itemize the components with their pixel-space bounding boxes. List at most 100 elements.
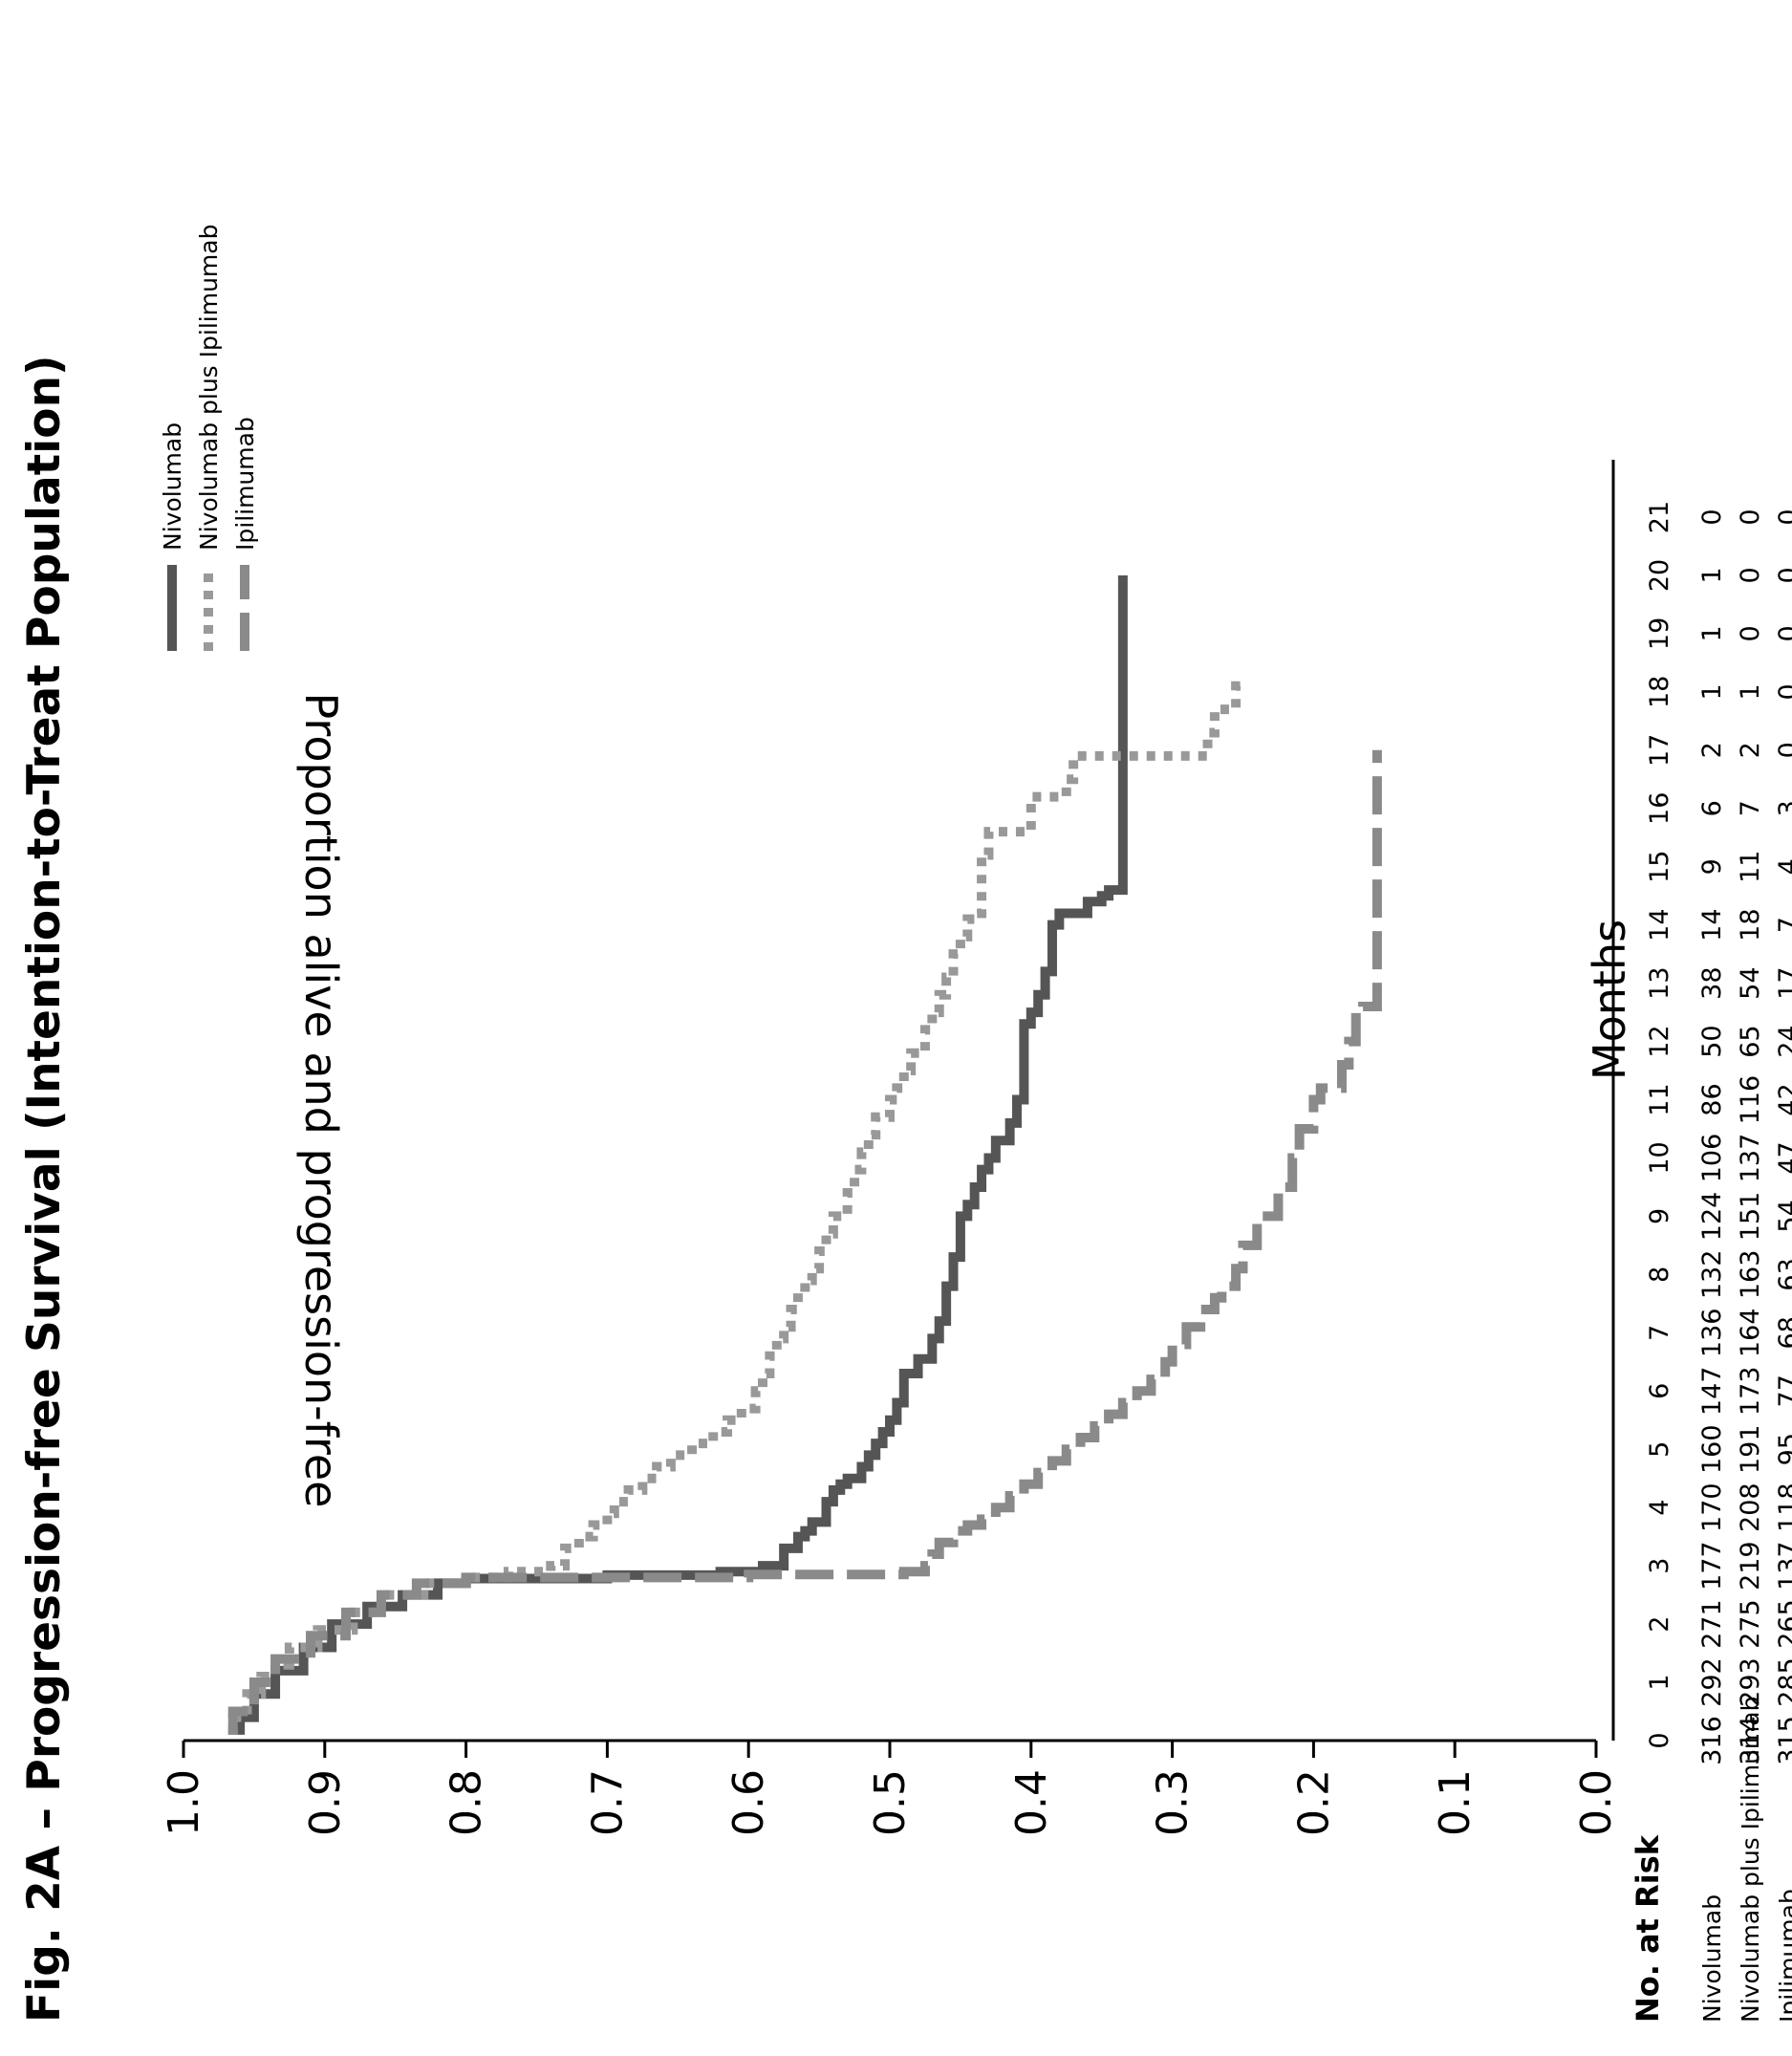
- risk-cell: 3: [1774, 800, 1792, 816]
- y-tick-label: 0.3: [1149, 1769, 1198, 1836]
- risk-cell: 17: [1774, 966, 1792, 999]
- risk-cell: 54: [1774, 1200, 1792, 1232]
- x-tick-label: 14: [1645, 908, 1674, 941]
- risk-cell: 86: [1697, 1083, 1727, 1115]
- y-tick-label: 0.5: [866, 1769, 915, 1836]
- risk-cell: 314: [1736, 1716, 1765, 1765]
- risk-cell: 68: [1774, 1316, 1792, 1349]
- x-tick-label: 12: [1645, 1025, 1674, 1057]
- risk-cell: 7: [1774, 917, 1792, 933]
- risk-cell: 0: [1774, 683, 1792, 700]
- risk-cell: 116: [1736, 1075, 1765, 1125]
- risk-cell: 0: [1774, 567, 1792, 583]
- risk-cell: 271: [1697, 1599, 1727, 1649]
- y-tick-label: 0.6: [724, 1769, 773, 1836]
- risk-cell: 9: [1697, 858, 1727, 875]
- y-tick-label: 1.0: [160, 1769, 208, 1836]
- risk-cell: 132: [1697, 1250, 1727, 1300]
- figure-title: Fig. 2A – Progression-free Survival (Int…: [18, 355, 71, 2023]
- x-tick-label: 5: [1645, 1441, 1674, 1458]
- risk-cell: 0: [1736, 625, 1765, 641]
- survival-curves: [227, 574, 1382, 1735]
- risk-cell: 208: [1736, 1482, 1765, 1532]
- risk-cell: 136: [1697, 1309, 1727, 1358]
- x-tick-label: 18: [1645, 676, 1674, 708]
- risk-cell: 0: [1774, 742, 1792, 758]
- x-tick-label: 2: [1645, 1616, 1674, 1633]
- y-tick-label: 0.8: [443, 1769, 491, 1836]
- y-tick-label: 0.2: [1289, 1769, 1338, 1836]
- y-tick-label: 0.4: [1007, 1769, 1056, 1836]
- x-tick-label: 1: [1645, 1674, 1674, 1690]
- risk-cell: 147: [1697, 1367, 1727, 1417]
- risk-cell: 77: [1774, 1374, 1792, 1407]
- y-tick-label: 0.9: [301, 1769, 350, 1836]
- y-axis-title: Proportion alive and progression-free: [295, 693, 347, 1508]
- risk-cell: 1: [1697, 567, 1727, 583]
- x-tick-label: 15: [1645, 851, 1674, 883]
- risk-cell: 151: [1736, 1192, 1765, 1242]
- risk-cell: 164: [1736, 1309, 1765, 1358]
- risk-cell: 265: [1774, 1599, 1792, 1649]
- risk-cell: 275: [1736, 1599, 1765, 1649]
- risk-cell: 18: [1736, 908, 1765, 941]
- x-tick-label: 20: [1645, 559, 1674, 592]
- risk-cell: 11: [1736, 851, 1765, 883]
- risk-cell: 95: [1774, 1433, 1792, 1465]
- risk-cell: 316: [1697, 1716, 1727, 1765]
- legend-label: Nivolumab plus Ipilimumab: [195, 225, 223, 551]
- y-axis-ticks: 0.0 0.1 0.2 0.3 0.4 0.5 0.6 0.7 0.8 0.9 1.0: [160, 1741, 1621, 1836]
- x-tick-label: 9: [1645, 1208, 1674, 1224]
- risk-cell: 0: [1736, 509, 1765, 525]
- risk-cell: 38: [1697, 966, 1727, 999]
- risk-cell: 170: [1697, 1482, 1727, 1532]
- risk-cell: 63: [1774, 1258, 1792, 1290]
- legend-label: Ipilimumab: [231, 417, 259, 551]
- x-tick-label: 0: [1645, 1732, 1674, 1748]
- x-tick-label: 16: [1645, 792, 1674, 825]
- risk-cell: 1: [1697, 625, 1727, 641]
- risk-cell: 106: [1697, 1134, 1727, 1183]
- risk-cell: 2: [1697, 742, 1727, 758]
- legend: Nivolumab Nivolumab plus Ipilimumab Ipilim…: [159, 225, 259, 651]
- risk-cell: 118: [1774, 1482, 1792, 1532]
- x-tick-label: 8: [1645, 1266, 1674, 1283]
- risk-cell: 124: [1697, 1192, 1727, 1242]
- risk-cell: 0: [1697, 509, 1727, 525]
- risk-cell: 293: [1736, 1657, 1765, 1707]
- risk-cell: 163: [1736, 1250, 1765, 1300]
- risk-cell: 7: [1736, 800, 1765, 816]
- risk-row-label: Nivolumab plus Ipilimumab: [1737, 1697, 1764, 2023]
- legend-label: Nivolumab: [159, 422, 186, 551]
- x-tick-label: 10: [1645, 1141, 1674, 1174]
- risk-cell: 0: [1774, 509, 1792, 525]
- risk-cell: 173: [1736, 1367, 1765, 1417]
- risk-cell: 0: [1736, 567, 1765, 583]
- curve-ipilimumab: [227, 749, 1382, 1735]
- x-tick-label: 17: [1645, 734, 1674, 767]
- risk-row-label: Ipilimumab: [1775, 1889, 1792, 2023]
- risk-cell: 285: [1774, 1657, 1792, 1707]
- risk-cell: 1: [1736, 683, 1765, 700]
- risk-cell: 4: [1774, 858, 1792, 875]
- x-tick-label: 11: [1645, 1083, 1674, 1115]
- risk-cell: 137: [1774, 1541, 1792, 1591]
- risk-cell: 24: [1774, 1025, 1792, 1057]
- risk-cell: 137: [1736, 1134, 1765, 1183]
- risk-cell: 42: [1774, 1083, 1792, 1115]
- risk-cell: 2: [1736, 742, 1765, 758]
- y-tick-label: 0.7: [583, 1769, 632, 1836]
- risk-cell: 160: [1697, 1424, 1727, 1474]
- x-axis-title: Months: [1584, 920, 1635, 1080]
- y-tick-label: 0.0: [1572, 1769, 1621, 1836]
- risk-cell: 191: [1736, 1424, 1765, 1474]
- risk-cell: 6: [1697, 800, 1727, 816]
- risk-cell: 292: [1697, 1657, 1727, 1707]
- x-tick-label: 6: [1645, 1383, 1674, 1399]
- x-tick-label: 19: [1645, 617, 1674, 650]
- x-tick-label: 7: [1645, 1325, 1674, 1341]
- risk-cell: 14: [1697, 908, 1727, 941]
- risk-table: Nivolumab3162922711771701601471361321241…: [1697, 509, 1792, 2023]
